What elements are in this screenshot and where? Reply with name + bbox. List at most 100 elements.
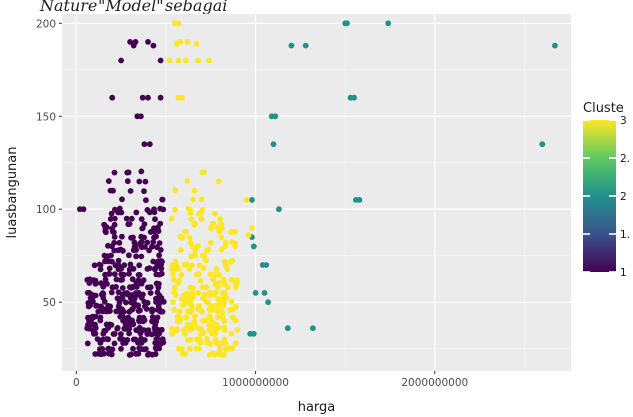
data-point-cluster-3: [170, 276, 177, 283]
data-point-cluster-1: [153, 280, 160, 287]
data-point-cluster-3: [183, 261, 190, 268]
data-point-cluster-2: [351, 94, 357, 101]
data-point-cluster-2: [284, 325, 291, 332]
data-point-cluster-3: [245, 232, 252, 239]
data-point-cluster-3: [229, 258, 236, 264]
data-point-cluster-3: [212, 302, 219, 309]
data-point-cluster-1: [136, 178, 143, 185]
data-points: [77, 20, 558, 358]
data-point-cluster-1: [133, 253, 140, 260]
data-point-cluster-3: [221, 289, 228, 296]
data-point-cluster-3: [228, 298, 235, 305]
data-point-cluster-1: [126, 270, 132, 277]
data-point-cluster-3: [170, 299, 176, 305]
data-point-cluster-1: [130, 42, 137, 49]
data-point-cluster-3: [203, 284, 210, 291]
data-point-cluster-3: [182, 57, 189, 64]
data-point-cluster-3: [233, 303, 239, 310]
data-point-cluster-1: [106, 321, 113, 328]
data-point-cluster-3: [232, 228, 238, 235]
data-point-cluster-3: [213, 266, 220, 272]
data-point-cluster-1: [96, 261, 103, 268]
data-point-cluster-3: [195, 290, 202, 296]
data-point-cluster-3: [174, 313, 181, 320]
data-point-cluster-3: [221, 318, 228, 324]
data-point-cluster-1: [109, 346, 116, 353]
data-point-cluster-1: [118, 271, 125, 278]
data-point-cluster-1: [111, 169, 118, 176]
data-point-cluster-3: [171, 306, 178, 313]
legend-label: 2: [620, 191, 627, 203]
data-point-cluster-1: [150, 239, 157, 245]
data-point-cluster-1: [108, 252, 114, 259]
data-point-cluster-1: [113, 276, 120, 283]
data-point-cluster-1: [102, 271, 108, 278]
y-tick-label: 200: [36, 18, 56, 30]
data-point-cluster-3: [171, 289, 178, 296]
data-point-cluster-3: [199, 252, 206, 259]
data-point-cluster-2: [252, 290, 259, 296]
data-point-cluster-1: [106, 271, 113, 277]
data-point-cluster-3: [199, 207, 206, 213]
data-point-cluster-3: [172, 206, 178, 213]
data-point-cluster-1: [144, 284, 151, 291]
data-point-cluster-3: [192, 220, 199, 227]
data-point-cluster-3: [228, 330, 235, 337]
data-point-cluster-3: [229, 345, 236, 351]
data-point-cluster-1: [129, 276, 136, 283]
legend-label: 2.: [620, 153, 630, 165]
data-point-cluster-1: [98, 303, 105, 310]
data-point-cluster-3: [178, 346, 185, 352]
y-tick-label: 50: [43, 297, 56, 309]
data-point-cluster-3: [193, 40, 200, 47]
data-point-cluster-3: [195, 57, 202, 64]
x-axis-title: harga: [298, 400, 336, 415]
data-point-cluster-3: [221, 351, 227, 358]
data-point-cluster-1: [126, 221, 133, 227]
data-point-cluster-1: [111, 239, 118, 246]
data-point-cluster-1: [105, 346, 111, 352]
data-point-cluster-1: [157, 94, 164, 101]
data-point-cluster-1: [159, 196, 166, 203]
data-point-cluster-3: [179, 94, 186, 101]
data-point-cluster-1: [147, 290, 154, 296]
data-point-cluster-1: [156, 240, 163, 247]
data-point-cluster-1: [102, 258, 108, 265]
data-point-cluster-3: [175, 20, 182, 27]
data-point-cluster-3: [212, 280, 219, 287]
data-point-cluster-1: [111, 215, 118, 222]
data-point-cluster-1: [142, 178, 149, 185]
data-point-cluster-2: [302, 42, 309, 49]
data-point-cluster-1: [130, 336, 137, 343]
data-point-cluster-3: [198, 196, 205, 203]
data-point-cluster-1: [105, 242, 111, 249]
data-point-cluster-1: [144, 239, 151, 246]
data-point-cluster-3: [177, 247, 184, 254]
data-point-cluster-3: [170, 270, 176, 277]
data-point-cluster-2: [250, 330, 257, 337]
x-axis-ticks: 0 1000000000 2000000000: [73, 371, 468, 389]
data-point-cluster-1: [152, 216, 158, 223]
data-point-cluster-1: [111, 340, 118, 347]
data-point-cluster-3: [186, 346, 193, 352]
data-point-cluster-1: [128, 215, 135, 222]
data-point-cluster-1: [157, 57, 164, 64]
data-point-cluster-2: [250, 243, 257, 250]
data-point-cluster-1: [156, 252, 163, 259]
data-point-cluster-1: [98, 280, 104, 286]
data-point-cluster-3: [204, 336, 210, 342]
data-point-cluster-1: [121, 325, 128, 332]
data-point-cluster-3: [217, 216, 224, 222]
data-point-cluster-1: [105, 178, 112, 185]
data-point-cluster-1: [97, 266, 104, 273]
data-point-cluster-3: [212, 289, 219, 296]
data-point-cluster-1: [143, 197, 149, 204]
y-axis-ticks: 50 100 150 200: [36, 18, 62, 309]
data-point-cluster-1: [123, 299, 129, 306]
data-point-cluster-1: [137, 240, 144, 247]
data-point-cluster-1: [101, 350, 107, 357]
data-point-cluster-3: [192, 252, 199, 259]
y-tick-label: 150: [36, 111, 56, 123]
data-point-cluster-3: [187, 336, 194, 343]
data-point-cluster-1: [119, 196, 125, 203]
